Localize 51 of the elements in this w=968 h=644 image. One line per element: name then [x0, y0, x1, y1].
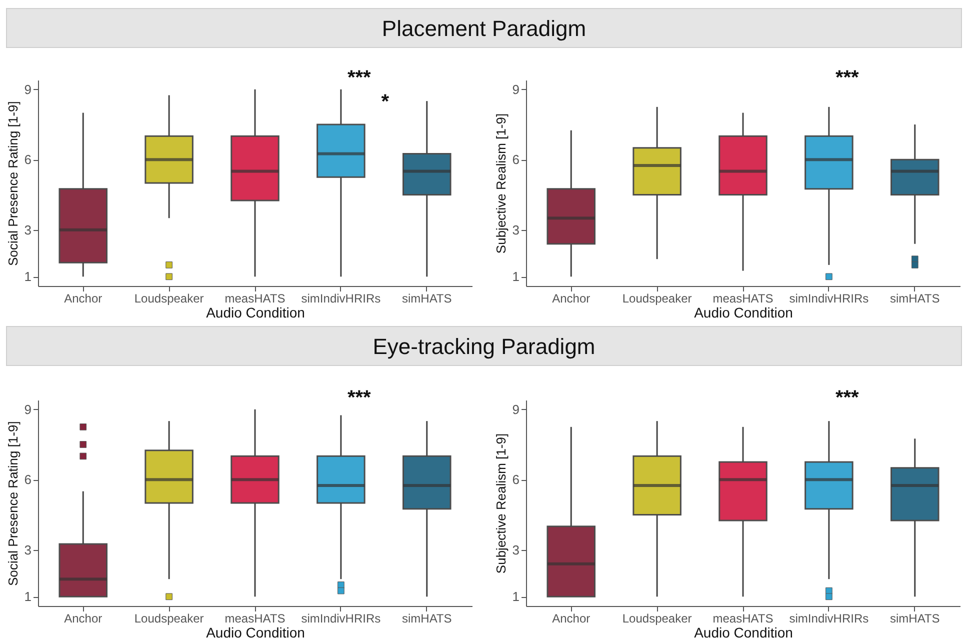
y-tick-label: 1	[24, 269, 32, 284]
x-axis-title: Audio Condition	[694, 304, 793, 320]
y-axis-title: Social Presence Rating [1-9]	[5, 101, 20, 266]
x-tick-label: simHATS	[890, 292, 940, 306]
x-tick-label: Anchor	[64, 292, 102, 306]
y-tick-label: 3	[512, 222, 520, 238]
y-tick-label: 1	[512, 269, 520, 284]
y-tick-label: 9	[24, 402, 32, 417]
y-tick-label: 6	[512, 152, 520, 168]
annotation: ***	[347, 67, 372, 89]
y-tick-label: 9	[24, 82, 32, 97]
y-tick-label: 6	[24, 472, 32, 488]
x-tick-label: Loudspeaker	[134, 292, 204, 306]
x-tick-label: measHATS	[224, 292, 286, 306]
y-tick-label: 1	[24, 589, 32, 604]
annotation: *	[381, 91, 390, 113]
x-axis-title: Audio Condition	[206, 304, 305, 320]
x-tick-label: simHATS	[402, 292, 452, 306]
x-tick-label: Loudspeaker	[622, 292, 692, 306]
annotation: ***	[347, 387, 372, 409]
x-tick-label: Anchor	[552, 612, 590, 626]
x-tick-label: simIndivHRIRs	[789, 612, 869, 626]
x-tick-label: simIndivHRIRs	[301, 612, 381, 626]
y-tick-label: 3	[512, 542, 520, 558]
y-axis-title: Subjective Realism [1-9]	[493, 113, 508, 254]
heading-panel: Eye-tracking Paradigm	[6, 326, 962, 366]
x-axis-title: Audio Condition	[694, 624, 793, 640]
y-axis-title: Subjective Realism [1-9]	[493, 433, 508, 574]
y-tick-label: 6	[512, 472, 520, 488]
y-tick-label: 3	[24, 222, 32, 238]
y-tick-label: 9	[512, 82, 520, 97]
x-tick-label: Anchor	[552, 292, 590, 306]
x-tick-label: simHATS	[402, 612, 452, 626]
heading-panel: Placement Paradigm	[6, 8, 962, 48]
x-tick-label: simIndivHRIRs	[301, 292, 381, 306]
y-axis-title: Social Presence Rating [1-9]	[5, 421, 20, 586]
y-tick-label: 3	[24, 542, 32, 558]
y-tick-label: 1	[512, 589, 520, 604]
y-tick-label: 6	[24, 152, 32, 168]
x-tick-label: measHATS	[224, 612, 286, 626]
x-tick-label: Loudspeaker	[134, 612, 204, 626]
x-tick-label: simHATS	[890, 612, 940, 626]
x-tick-label: Loudspeaker	[622, 612, 692, 626]
x-tick-label: Anchor	[64, 612, 102, 626]
x-tick-label: simIndivHRIRs	[789, 292, 869, 306]
x-tick-label: measHATS	[712, 292, 774, 306]
annotation: ***	[835, 67, 860, 89]
y-tick-label: 9	[512, 402, 520, 417]
x-tick-label: measHATS	[712, 612, 774, 626]
annotation: ***	[835, 387, 860, 409]
x-axis-title: Audio Condition	[206, 624, 305, 640]
